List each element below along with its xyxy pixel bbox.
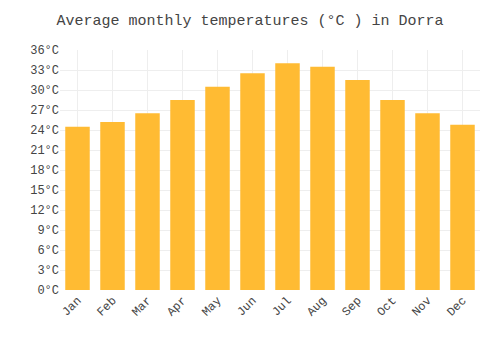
svg-text:Jan: Jan [59, 294, 84, 319]
svg-text:9°C: 9°C [37, 224, 59, 238]
svg-text:Dec: Dec [444, 294, 469, 319]
svg-text:Feb: Feb [94, 294, 119, 319]
svg-text:Mar: Mar [129, 294, 154, 319]
svg-text:0°C: 0°C [37, 284, 59, 298]
svg-text:12°C: 12°C [30, 204, 59, 218]
svg-text:Jul: Jul [269, 294, 294, 319]
svg-text:6°C: 6°C [37, 244, 59, 258]
svg-text:21°C: 21°C [30, 144, 59, 158]
svg-text:Nov: Nov [409, 294, 434, 319]
svg-text:30°C: 30°C [30, 84, 59, 98]
svg-text:3°C: 3°C [37, 264, 59, 278]
svg-text:Apr: Apr [164, 294, 189, 319]
svg-text:15°C: 15°C [30, 184, 59, 198]
svg-text:36°C: 36°C [30, 44, 59, 58]
svg-text:Jun: Jun [234, 294, 259, 319]
svg-text:Average monthly temperatures (: Average monthly temperatures (°C ) in Do… [56, 13, 443, 30]
svg-text:24°C: 24°C [30, 124, 59, 138]
svg-text:18°C: 18°C [30, 164, 59, 178]
svg-text:27°C: 27°C [30, 104, 59, 118]
svg-text:May: May [199, 294, 224, 319]
svg-text:33°C: 33°C [30, 64, 59, 78]
svg-text:Aug: Aug [304, 294, 329, 319]
svg-text:Sep: Sep [339, 294, 364, 319]
svg-text:Oct: Oct [374, 294, 399, 319]
